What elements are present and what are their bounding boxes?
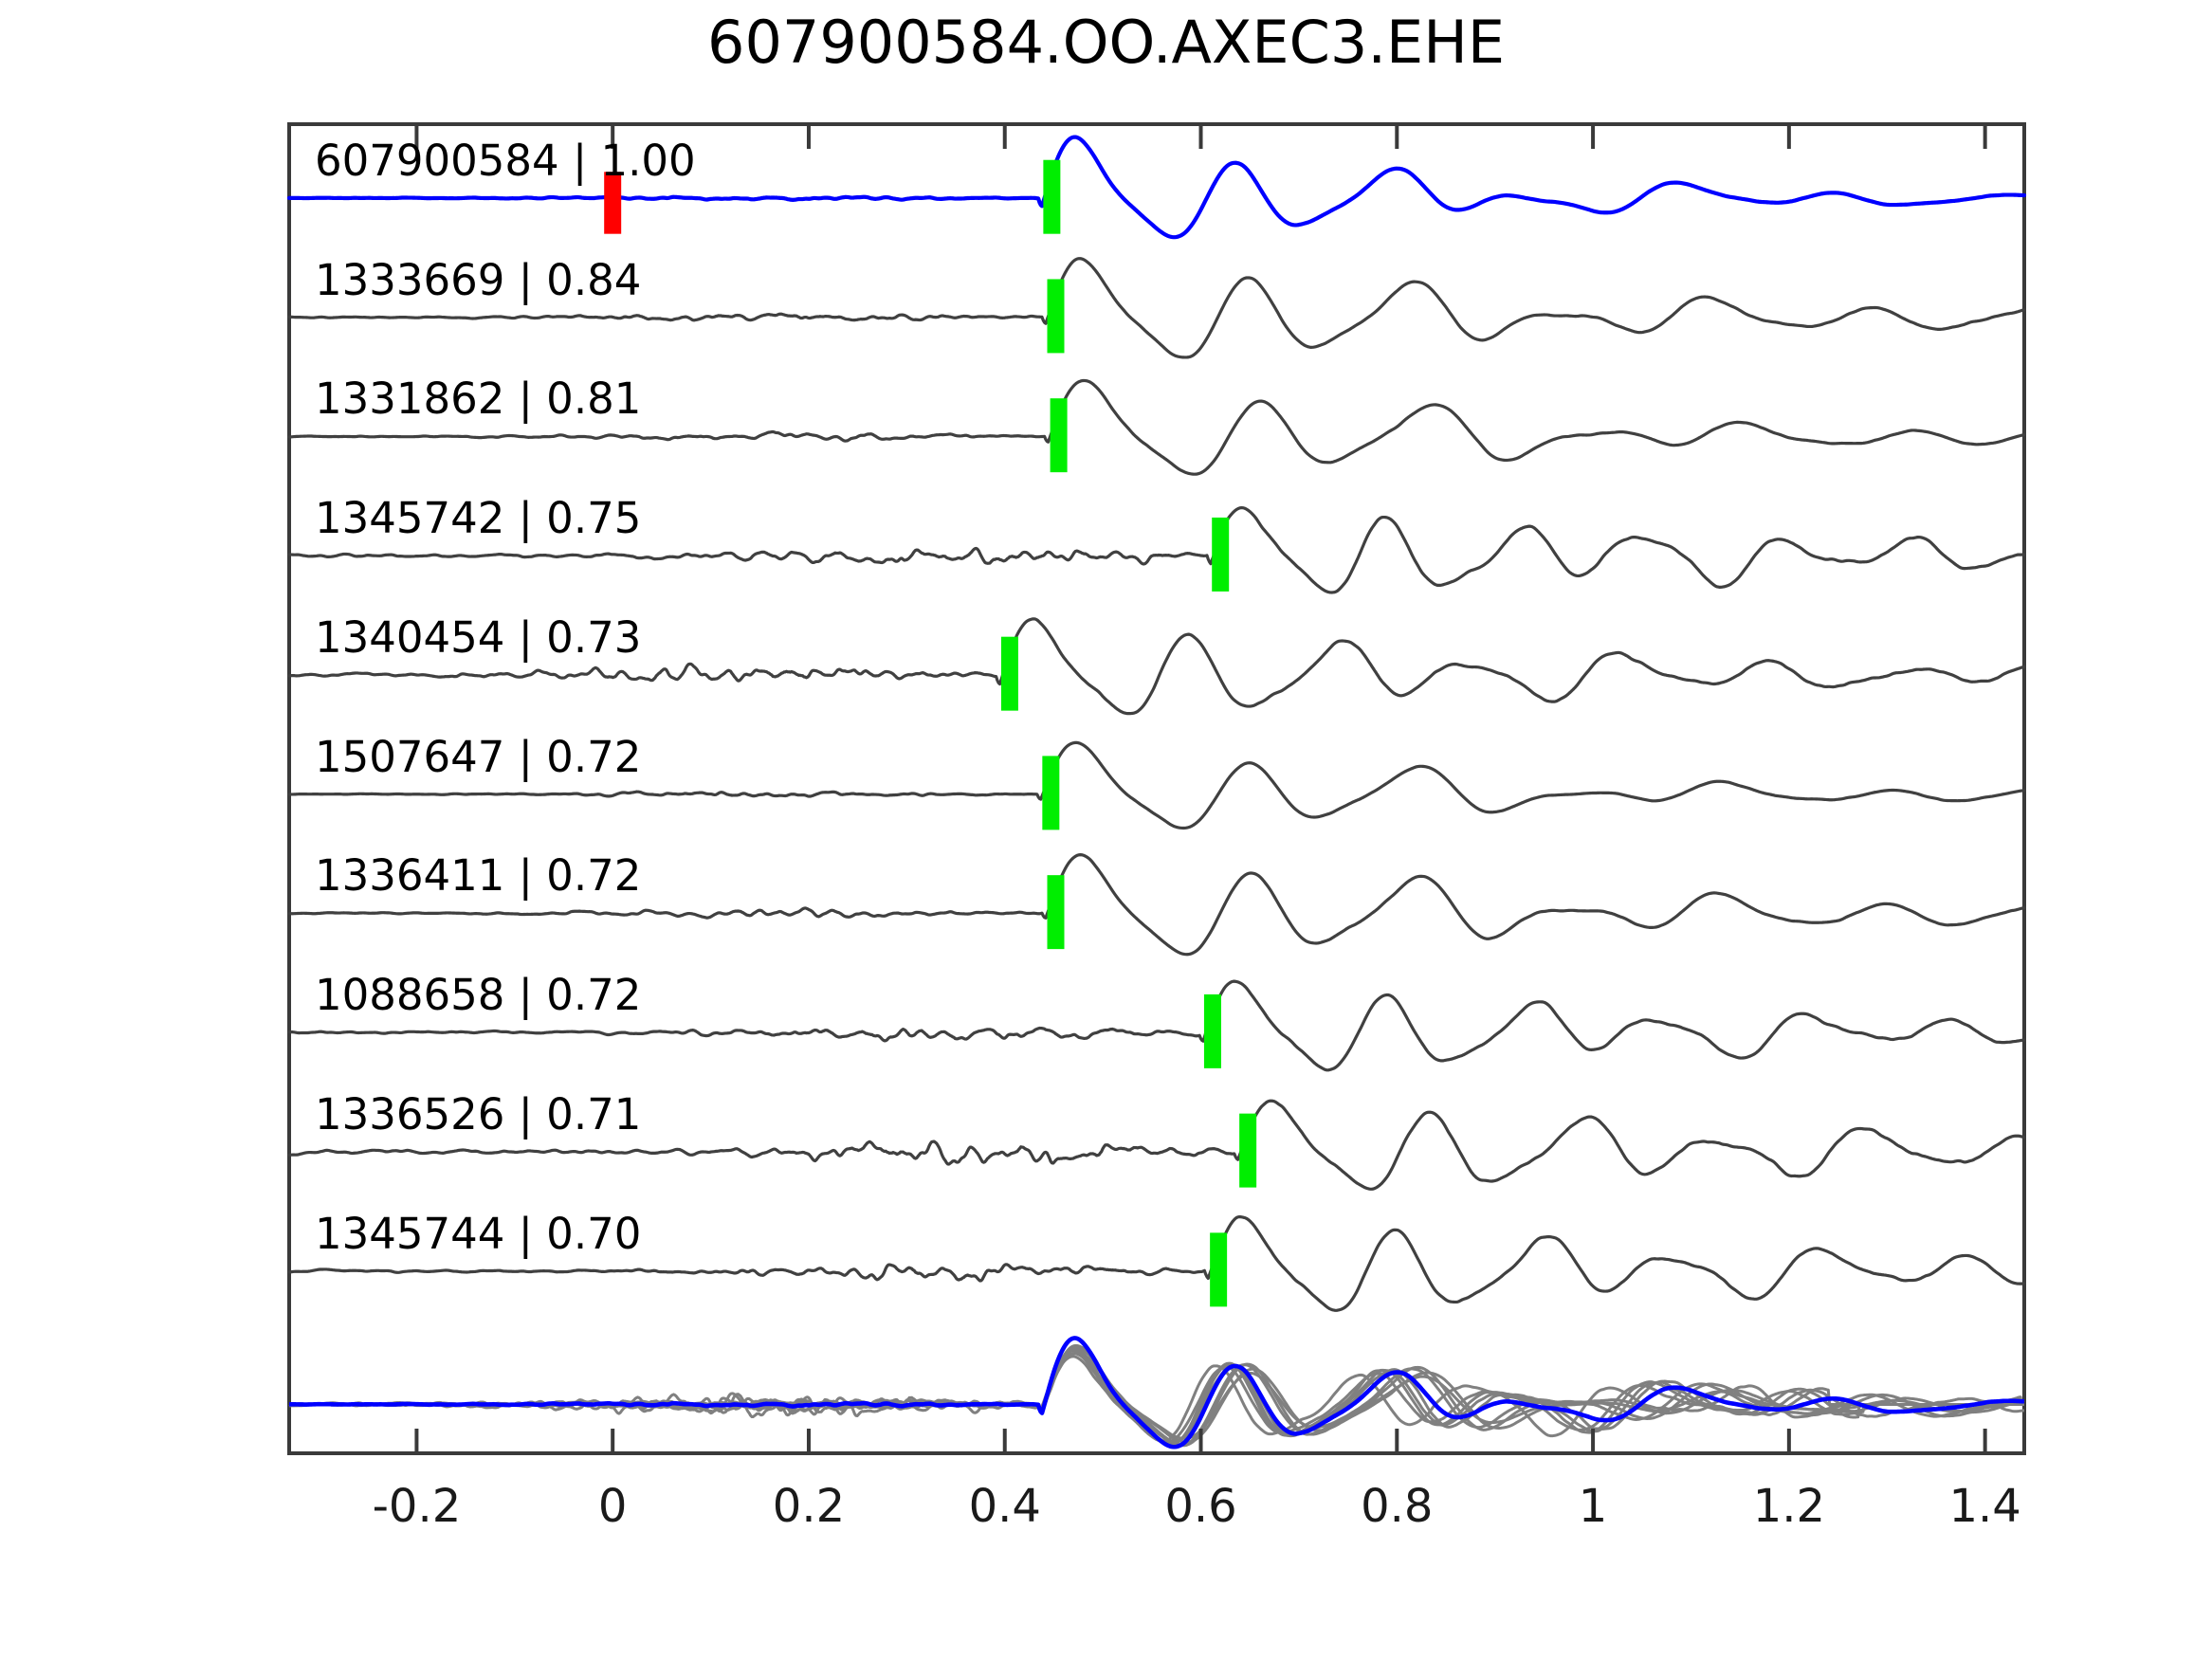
stacked-waveform xyxy=(288,1346,2025,1444)
stacked-waveform xyxy=(288,1351,2025,1440)
detection-waveform xyxy=(287,740,2026,830)
x-tick-label: 0.6 xyxy=(1164,1480,1237,1533)
x-tick-label: 1.4 xyxy=(1948,1480,2021,1533)
detection-waveform xyxy=(287,257,2026,359)
x-tick-label: 1.2 xyxy=(1752,1480,1826,1533)
pick-marker xyxy=(1000,636,1018,711)
x-tick-label: 0.2 xyxy=(772,1480,846,1533)
detection-waveform xyxy=(287,853,2026,957)
trace-label: 1345742 | 0.75 xyxy=(315,493,642,544)
x-tick-label: 0.8 xyxy=(1361,1480,1434,1533)
origin-time-marker xyxy=(604,172,622,234)
trace-label: 1507647 | 0.72 xyxy=(315,731,642,782)
detection-waveform xyxy=(287,505,2026,594)
stacked-waveform xyxy=(288,1344,2025,1448)
detection-waveform xyxy=(287,617,2026,716)
pick-marker xyxy=(1042,756,1060,830)
template-waveform xyxy=(286,135,2027,240)
axis-tick-group xyxy=(414,124,1987,1453)
pick-marker xyxy=(1212,517,1230,592)
plot-border xyxy=(287,122,2026,1455)
pick-marker-group xyxy=(604,159,1257,1307)
detection-waveform xyxy=(287,1099,2026,1191)
trace-label: 1088658 | 0.72 xyxy=(315,970,642,1021)
trace-group xyxy=(286,135,2027,1449)
x-tick-label: 0 xyxy=(597,1480,628,1533)
pick-marker xyxy=(1047,279,1065,354)
x-tick-label: -0.2 xyxy=(372,1480,462,1533)
stacked-template-waveform xyxy=(288,1336,2025,1449)
detection-waveform xyxy=(287,979,2026,1072)
trace-label: 1336411 | 0.72 xyxy=(315,850,642,902)
trace-label: 607900584 | 1.00 xyxy=(315,135,696,186)
x-tick-label: 1 xyxy=(1578,1480,1608,1533)
pick-marker xyxy=(1210,1232,1228,1307)
pick-marker xyxy=(1043,159,1061,234)
x-tick-label: 0.4 xyxy=(968,1480,1041,1533)
trace-label: 1345744 | 0.70 xyxy=(315,1208,642,1259)
page-title: 607900584.OO.AXEC3.EHE xyxy=(707,8,1505,77)
axes-frame xyxy=(287,122,2026,1455)
trace-label: 1331862 | 0.81 xyxy=(315,374,642,425)
trace-label: 1333669 | 0.84 xyxy=(315,254,642,305)
detection-waveform xyxy=(287,1214,2026,1312)
trace-label: 1336526 | 0.71 xyxy=(315,1088,642,1139)
detection-waveform xyxy=(287,378,2026,476)
pick-marker xyxy=(1203,994,1221,1068)
pick-marker xyxy=(1047,875,1065,950)
pick-marker xyxy=(1239,1113,1257,1188)
pick-marker xyxy=(1050,398,1068,473)
trace-label: 1340454 | 0.73 xyxy=(315,611,642,663)
